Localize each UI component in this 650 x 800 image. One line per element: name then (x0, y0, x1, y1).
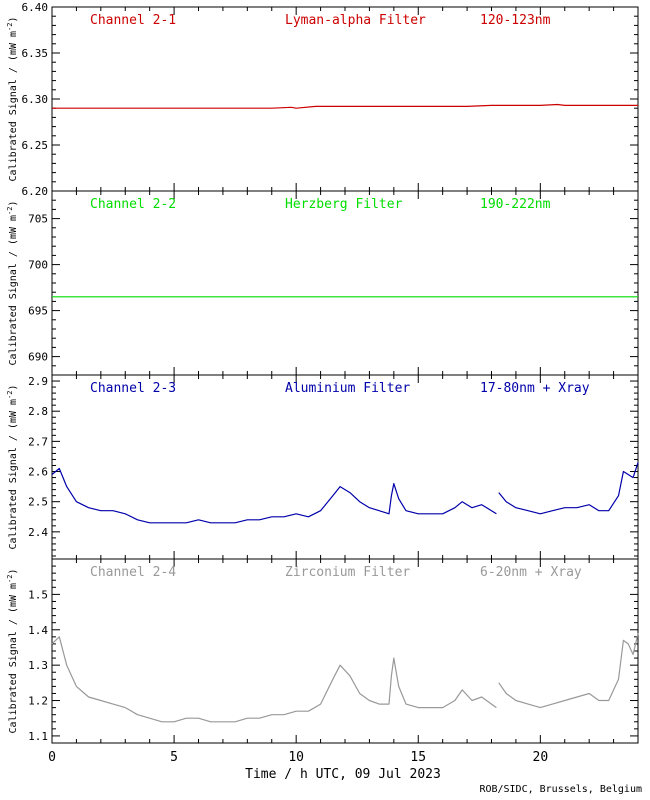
y-tick-label: 6.35 (22, 47, 49, 60)
y-tick-label: 6.20 (22, 185, 49, 198)
series-line (52, 103, 638, 109)
y-axis-title: Calibrated Signal / (mW m-2) (6, 569, 19, 734)
panel-filter-label: Lyman-alpha Filter (285, 13, 426, 28)
credit-label: ROB/SIDC, Brussels, Belgium (479, 784, 642, 795)
y-tick-label: 2.8 (28, 405, 48, 418)
y-tick-label: 2.7 (28, 435, 48, 448)
panel-4: 1.1 1.2 1.3 1.4 1.5 Calibrated Signal / (mW m… (6, 558, 639, 744)
panel-band-label: 6-20nm + Xray (480, 565, 582, 580)
panel-channel-label: Channel 2-2 (90, 197, 176, 212)
y-tick-label: 1.4 (28, 624, 48, 637)
y-tick-label: 1.1 (28, 730, 48, 743)
panel-filter-label: Aluminium Filter (285, 381, 410, 396)
panel-channel-label: Channel 2-4 (90, 565, 176, 580)
panel-band-label: 120-123nm (480, 13, 551, 28)
y-tick-label: 695 (28, 305, 48, 318)
x-tick-label: 5 (170, 750, 178, 765)
x-axis-title: Time / h UTC, 09 Jul 2023 (245, 767, 441, 782)
y-axis-title: Calibrated Signal / (mW m-2) (6, 17, 19, 182)
panel-channel-label: Channel 2-1 (90, 13, 176, 28)
y-tick-label: 1.3 (28, 659, 48, 672)
y-tick-label: 705 (28, 213, 48, 226)
y-axis-title: Calibrated Signal / (mW m-2) (6, 201, 19, 366)
y-tick-label: 2.9 (28, 375, 48, 388)
y-tick-label: 6.30 (22, 93, 49, 106)
y-tick-label: 6.25 (22, 139, 49, 152)
series-line (51, 633, 639, 723)
y-tick-label: 700 (28, 259, 48, 272)
panel-band-label: 17-80nm + Xray (480, 381, 590, 396)
y-tick-label: 1.2 (28, 695, 48, 708)
panel-filter-label: Herzberg Filter (285, 197, 403, 212)
y-tick-label: 2.6 (28, 466, 48, 479)
panel-2: 690 695 700 705 Calibrated Signal / (mW m-2)… (6, 190, 639, 376)
y-tick-label: 690 (28, 351, 48, 364)
x-axis: 0 5 10 15 20 (48, 750, 548, 765)
panel-channel-label: Channel 2-3 (90, 381, 176, 396)
x-tick-label: 0 (48, 750, 56, 765)
y-tick-label: 2.4 (28, 526, 48, 539)
x-tick-label: 20 (533, 750, 549, 765)
y-tick-label: 6.40 (22, 1, 49, 14)
x-tick-label: 15 (410, 750, 426, 765)
x-tick-label: 10 (288, 750, 304, 765)
panel-filter-label: Zirconium Filter (285, 565, 410, 580)
y-tick-label: 1.5 (28, 588, 48, 601)
y-axis-title: Calibrated Signal / (mW m-2) (6, 385, 19, 550)
panel-band-label: 190-222nm (480, 197, 551, 212)
series-line (51, 462, 639, 524)
y-tick-label: 2.5 (28, 496, 48, 509)
